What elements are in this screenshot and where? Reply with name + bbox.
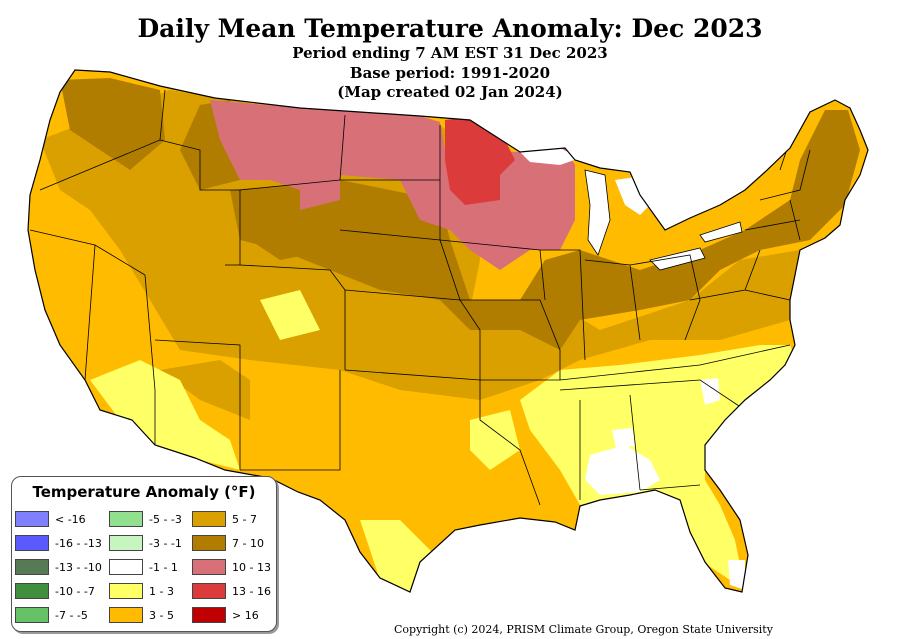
- legend-label: 13 - 16: [232, 584, 271, 598]
- period-subtitle: Period ending 7 AM EST 31 Dec 2023: [292, 44, 608, 62]
- legend-swatch: [109, 535, 143, 551]
- legend-item: < -16: [15, 511, 86, 527]
- legend-swatch: [109, 511, 143, 527]
- legend-item: 7 - 10: [192, 535, 264, 551]
- legend-item: -10 - -7: [15, 583, 95, 599]
- legend-item: -5 - -3: [109, 511, 182, 527]
- legend-label: 7 - 10: [232, 536, 264, 550]
- legend-swatch: [109, 583, 143, 599]
- legend-label: 5 - 7: [232, 512, 257, 526]
- legend-swatch: [192, 607, 226, 623]
- legend-label: -10 - -7: [55, 584, 95, 598]
- legend-swatch: [192, 583, 226, 599]
- legend-swatch: [15, 535, 49, 551]
- legend-label: -3 - -1: [149, 536, 182, 550]
- legend-item: 1 - 3: [109, 583, 174, 599]
- legend-swatch: [15, 511, 49, 527]
- legend: Temperature Anomaly (°F) < -16 -16 - -13 -…: [11, 476, 277, 632]
- legend-label: -5 - -3: [149, 512, 182, 526]
- legend-item: -3 - -1: [109, 535, 182, 551]
- map-title: Daily Mean Temperature Anomaly: Dec 2023: [137, 14, 763, 43]
- legend-item: -13 - -10: [15, 559, 102, 575]
- legend-swatch: [192, 559, 226, 575]
- legend-item: 13 - 16: [192, 583, 271, 599]
- legend-label: -7 - -5: [55, 608, 88, 622]
- legend-label: -16 - -13: [55, 536, 102, 550]
- legend-swatch: [109, 607, 143, 623]
- legend-swatch: [15, 607, 49, 623]
- legend-swatch: [15, 583, 49, 599]
- legend-label: 3 - 5: [149, 608, 174, 622]
- copyright-text: Copyright (c) 2024, PRISM Climate Group,…: [394, 623, 773, 636]
- legend-item: 3 - 5: [109, 607, 174, 623]
- legend-label: 10 - 13: [232, 560, 271, 574]
- legend-label: 1 - 3: [149, 584, 174, 598]
- legend-item: > 16: [192, 607, 259, 623]
- legend-title: Temperature Anomaly (°F): [32, 483, 256, 501]
- legend-label: -1 - 1: [149, 560, 178, 574]
- created-subtitle: (Map created 02 Jan 2024): [337, 83, 563, 101]
- legend-label: > 16: [232, 608, 259, 622]
- legend-swatch: [192, 535, 226, 551]
- base-period-subtitle: Base period: 1991-2020: [349, 64, 551, 82]
- legend-item: 5 - 7: [192, 511, 257, 527]
- legend-swatch: [109, 559, 143, 575]
- legend-item: -7 - -5: [15, 607, 88, 623]
- legend-label: < -16: [55, 512, 86, 526]
- legend-item: 10 - 13: [192, 559, 271, 575]
- legend-swatch: [192, 511, 226, 527]
- legend-swatch: [15, 559, 49, 575]
- legend-item: -1 - 1: [109, 559, 178, 575]
- legend-item: -16 - -13: [15, 535, 102, 551]
- legend-label: -13 - -10: [55, 560, 102, 574]
